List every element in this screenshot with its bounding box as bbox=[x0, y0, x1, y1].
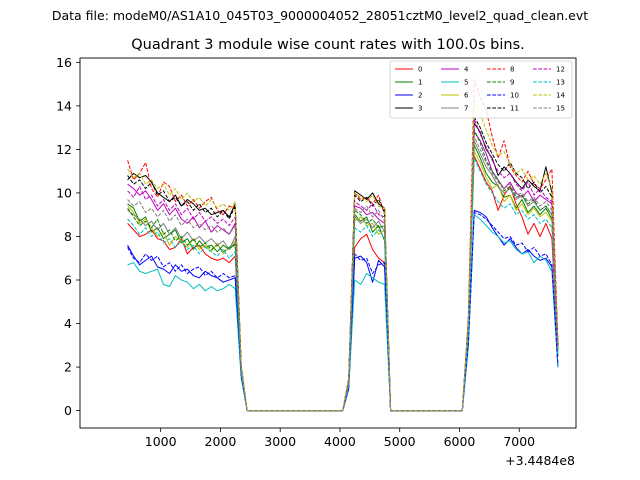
suptitle: Data file: modeM0/AS1A10_045T03_90000040… bbox=[52, 8, 588, 23]
legend-label-13: 13 bbox=[556, 79, 565, 87]
y-tick-label: 2 bbox=[64, 360, 72, 375]
legend-label-15: 15 bbox=[556, 105, 565, 113]
x-tick-label: 3000 bbox=[264, 434, 296, 449]
x-tick-label: 1000 bbox=[145, 434, 177, 449]
legend-label-6: 6 bbox=[464, 92, 469, 100]
x-tick-label: 7000 bbox=[503, 434, 535, 449]
y-tick-label: 6 bbox=[64, 273, 72, 288]
series-line-12 bbox=[127, 118, 559, 412]
legend-label-7: 7 bbox=[464, 105, 468, 113]
legend-label-1: 1 bbox=[418, 79, 422, 87]
legend-label-8: 8 bbox=[510, 66, 514, 74]
x-axis: 1000 2000 3000 4000 5000 6000 7000 bbox=[145, 428, 535, 449]
y-tick-label: 12 bbox=[56, 142, 72, 157]
legend-label-2: 2 bbox=[418, 92, 422, 100]
legend-box bbox=[389, 60, 573, 119]
series-line-15 bbox=[127, 135, 559, 412]
y-tick-label: 14 bbox=[56, 98, 72, 113]
legend-label-11: 11 bbox=[510, 105, 519, 113]
legend-label-0: 0 bbox=[418, 66, 422, 74]
plot-frame bbox=[79, 57, 577, 429]
plot-area-background bbox=[80, 58, 576, 428]
legend-label-14: 14 bbox=[556, 92, 565, 100]
x-tick-label: 6000 bbox=[444, 434, 476, 449]
y-tick-label: 10 bbox=[56, 185, 72, 200]
x-tick-label: 4000 bbox=[324, 434, 356, 449]
x-offset-label: +3.4484e8 bbox=[505, 453, 575, 468]
legend-label-10: 10 bbox=[510, 92, 519, 100]
y-tick-label: 8 bbox=[64, 229, 72, 244]
legend-label-4: 4 bbox=[464, 66, 469, 74]
legend-label-9: 9 bbox=[510, 79, 514, 87]
chart-title: Quadrant 3 module wise count rates with … bbox=[131, 37, 525, 53]
y-tick-label: 0 bbox=[64, 403, 72, 418]
y-tick-label: 4 bbox=[64, 316, 72, 331]
y-axis: 0 2 4 6 8 10 12 14 16 bbox=[56, 55, 80, 418]
x-tick-label: 5000 bbox=[384, 434, 416, 449]
x-tick-label: 2000 bbox=[205, 434, 237, 449]
legend-label-5: 5 bbox=[464, 79, 468, 87]
legend-label-12: 12 bbox=[556, 66, 565, 74]
legend-label-3: 3 bbox=[418, 105, 422, 113]
y-tick-label: 16 bbox=[56, 55, 72, 70]
series-layer bbox=[127, 79, 559, 412]
